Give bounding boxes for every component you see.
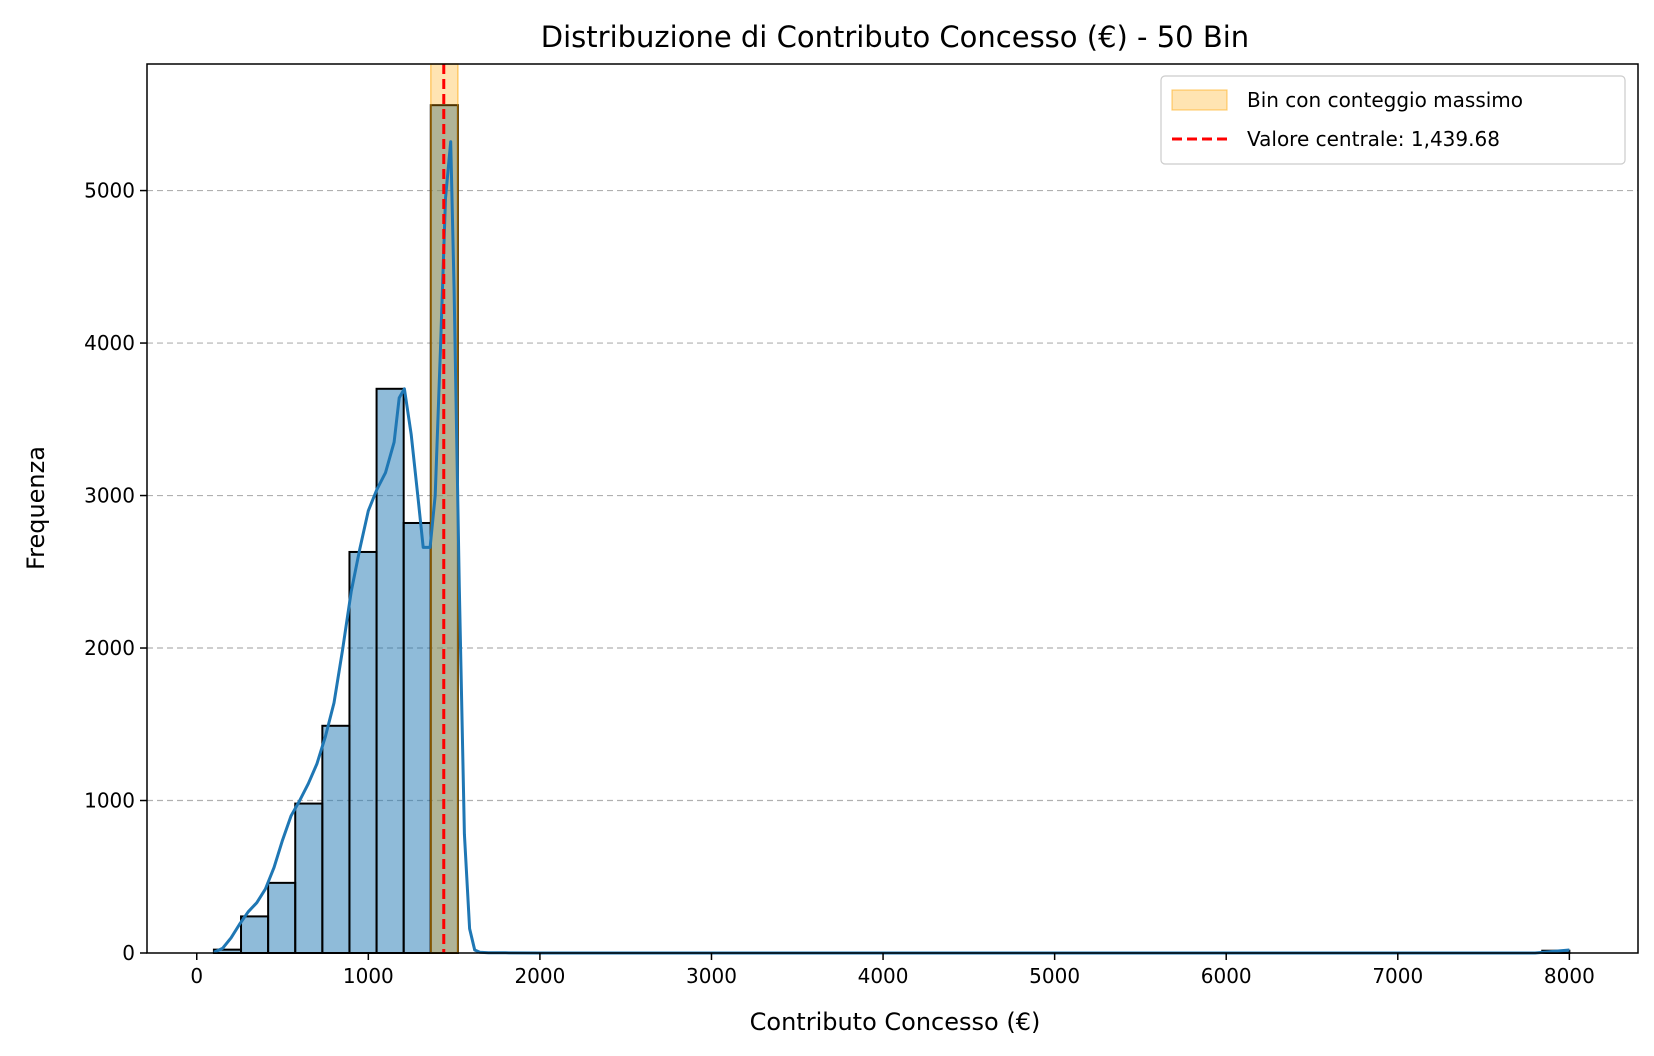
x-tick-label: 1000 <box>343 964 394 988</box>
x-tick-label: 8000 <box>1544 964 1595 988</box>
grid-lines <box>147 189 1638 802</box>
histogram-bar <box>348 550 378 955</box>
histogram-bars <box>212 104 1571 955</box>
x-tick-label: 6000 <box>1201 964 1252 988</box>
kde-curve <box>213 140 1570 955</box>
histogram-bar <box>321 724 351 955</box>
x-tick-label: 2000 <box>514 964 565 988</box>
x-tick-label: 5000 <box>1029 964 1080 988</box>
x-tick-label: 4000 <box>858 964 909 988</box>
legend: Bin con conteggio massimo Valore central… <box>1160 75 1626 165</box>
legend-box <box>1160 75 1626 165</box>
y-axis-ticks: 0 1000 2000 3000 4000 5000 <box>84 179 147 965</box>
histogram-bar <box>402 521 432 954</box>
x-tick-label: 3000 <box>686 964 737 988</box>
histogram-bar <box>240 915 270 954</box>
x-tick-label: 0 <box>190 964 203 988</box>
y-tick-label: 4000 <box>84 331 135 355</box>
y-tick-label: 2000 <box>84 636 135 660</box>
histogram-bar <box>375 387 405 954</box>
chart-title: Distribuzione di Contributo Concesso (€)… <box>541 20 1249 54</box>
plot-frame <box>146 63 1639 954</box>
x-axis-ticks: 0 1000 2000 3000 4000 5000 6000 7000 8000 <box>190 953 1595 988</box>
x-tick-label: 7000 <box>1372 964 1423 988</box>
y-tick-label: 3000 <box>84 484 135 508</box>
legend-label-center-value: Valore centrale: 1,439.68 <box>1247 127 1500 151</box>
y-axis-label: Frequenza <box>22 446 50 570</box>
y-tick-label: 5000 <box>84 179 135 203</box>
legend-label-max-bin: Bin con conteggio massimo <box>1247 88 1523 112</box>
kde-line <box>213 140 1570 955</box>
histogram-bar <box>294 802 324 955</box>
y-tick-label: 1000 <box>84 789 135 813</box>
x-axis-label: Contributo Concesso (€) <box>750 1008 1041 1036</box>
legend-swatch-max-bin <box>1171 89 1228 111</box>
y-tick-label: 0 <box>122 941 135 965</box>
histogram-bar <box>267 881 297 954</box>
